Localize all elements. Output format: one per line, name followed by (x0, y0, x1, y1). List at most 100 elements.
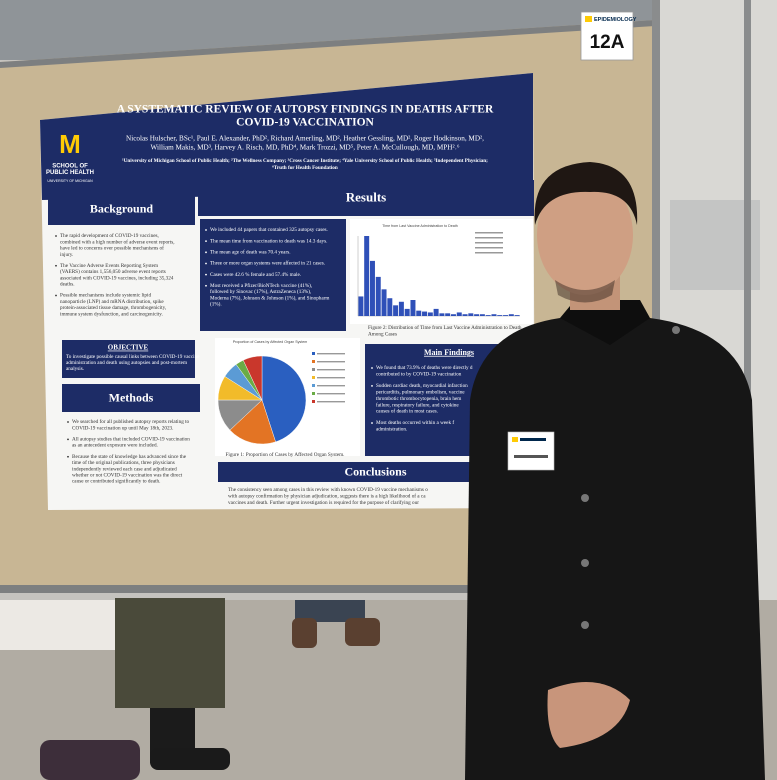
findings-heading: Main Findings (424, 348, 474, 357)
histogram-bar (485, 315, 491, 316)
bullet-text: have led to concerns over possible mecha… (60, 245, 164, 252)
conclusions-text: The consistency seen among cases in this… (228, 487, 428, 493)
histogram-bar (369, 260, 375, 316)
bullet-dot (55, 264, 57, 267)
bullet-text: All autopsy studies that included COVID-… (72, 437, 190, 443)
bullet-dot (55, 235, 57, 237)
bullet-text: (VAERS) contains 1,556,050 adverse event… (60, 268, 166, 275)
legend-placeholder (317, 377, 345, 379)
bullet-dot (67, 455, 69, 458)
poster-authors: William Makis, MD³, Harvey A. Risch, MD,… (150, 144, 460, 152)
pie-legend-swatch (312, 384, 315, 387)
pie-legend-swatch (312, 400, 315, 403)
histogram-bar (358, 296, 364, 316)
figure2-title: Time from Last Vaccine Administration to… (382, 224, 458, 228)
histogram-bar (393, 305, 399, 316)
button (581, 559, 589, 567)
histogram-bar (364, 236, 370, 316)
legend-placeholder (475, 232, 503, 234)
objective-bg (62, 340, 195, 378)
bullet-dot (205, 262, 207, 265)
bullet-text: contributed to by COVID-19 vaccination (376, 372, 462, 378)
bullet-text: We searched for all published autopsy re… (72, 418, 190, 425)
badge-line (520, 438, 546, 441)
bullet-text: immune system dysfunction, and carcinoge… (60, 310, 163, 317)
histogram-bar (433, 308, 439, 316)
bullet-dot (205, 284, 207, 287)
bullet-text: deaths. (60, 282, 75, 288)
bullet-text: COVID-19 vaccination up until May 18th, … (72, 425, 173, 431)
histogram-bar (508, 314, 514, 316)
legend-placeholder (475, 237, 503, 239)
pie-legend-swatch (312, 360, 315, 363)
figure1-caption: Figure 1: Proportion of Cases by Affecte… (226, 451, 345, 458)
section-heading: Methods (109, 390, 154, 404)
section-heading-bg (48, 193, 195, 225)
bullet-text: The mean time from vaccination to death … (210, 237, 327, 244)
pie-slice (261, 355, 307, 443)
objective-text: To investigate possible causal links bet… (66, 354, 200, 360)
histogram-bar (387, 298, 393, 316)
pie-legend-swatch (312, 376, 315, 379)
badge-line (514, 455, 548, 458)
pie-slice (229, 399, 276, 445)
bullet-text: The rapid development of COVID-19 vaccin… (60, 232, 159, 239)
sign-logo-text: EPIDEMIOLOGY (594, 17, 637, 23)
section-heading-bg (62, 384, 200, 412)
histogram-bar (450, 314, 456, 316)
histogram-bar (422, 311, 428, 316)
collar (560, 300, 650, 345)
histogram-bar (439, 313, 445, 316)
tablecloth (0, 600, 120, 650)
poster-authors: Nicolas Hulscher, BSc¹, Paul E. Alexande… (126, 135, 484, 143)
board-frame-top (0, 20, 655, 68)
badge-logo (512, 437, 518, 442)
button (672, 326, 680, 334)
histogram-bar (491, 314, 497, 316)
bullet-dot (205, 240, 207, 243)
logo-school: SCHOOL OF (52, 164, 88, 170)
bullet-text: nanoparticle (LNP) and mRNA distribution… (60, 298, 164, 305)
objective-text: analysis. (66, 366, 84, 372)
bullet-dot (55, 294, 57, 297)
bullet-text: Moderna (7%), Johnson & Johnson (1%), an… (210, 294, 329, 301)
section-heading: Background (90, 201, 153, 215)
shoe (292, 618, 317, 648)
pie-slice (242, 355, 263, 401)
face (537, 175, 633, 295)
bullet-text: pericarditis, pulmonary embolism, vaccin… (376, 390, 465, 396)
bullet-text: whether or not COVID-19 vaccination was … (72, 473, 183, 479)
poster-title: A SYSTEMATIC REVIEW OF AUTOPSY FINDINGS … (117, 104, 494, 116)
bullet-dot (371, 422, 373, 424)
legend-placeholder (317, 401, 345, 403)
bullet-text: (1%). (210, 301, 222, 308)
poster-affiliations: ⁶Truth for Health Foundation (272, 165, 338, 171)
presenter (465, 162, 765, 780)
logo-bg (50, 128, 90, 186)
bullet-text: thrombotic thrombocytopenia, brain hem (376, 396, 461, 402)
bullet-text: time of the original publications, three… (72, 459, 175, 466)
histogram-bar (514, 315, 520, 316)
histogram-bar (410, 300, 416, 316)
bullet-text: The mean age of death was 70.4 years. (210, 249, 291, 256)
section-heading: Results (346, 189, 386, 204)
histogram-bar (462, 314, 468, 316)
bullet-dot (205, 229, 207, 231)
bullet-text: Because the state of knowledge has advan… (72, 453, 187, 460)
histogram-bar (427, 312, 433, 316)
bullet-text: injury. (60, 252, 73, 258)
logo-university: UNIVERSITY OF MICHIGAN (47, 179, 93, 183)
legend-placeholder (475, 247, 503, 249)
bullet-text: independently reviewed each case and adj… (72, 466, 177, 472)
legs (295, 600, 365, 622)
histogram-bar (474, 314, 480, 316)
logo-school: PUBLIC HEALTH (46, 170, 94, 176)
bullet-text: as an antecedent exposure were included. (72, 443, 158, 449)
legend-placeholder (317, 353, 345, 355)
bag (40, 740, 140, 780)
bullet-text: combined with a high number of adverse e… (60, 238, 175, 245)
shoe (150, 748, 230, 770)
bullet-text: failure, respiratory failure, and cytoki… (376, 401, 459, 408)
bullet-text: cause or contributed significantly to de… (72, 478, 160, 485)
